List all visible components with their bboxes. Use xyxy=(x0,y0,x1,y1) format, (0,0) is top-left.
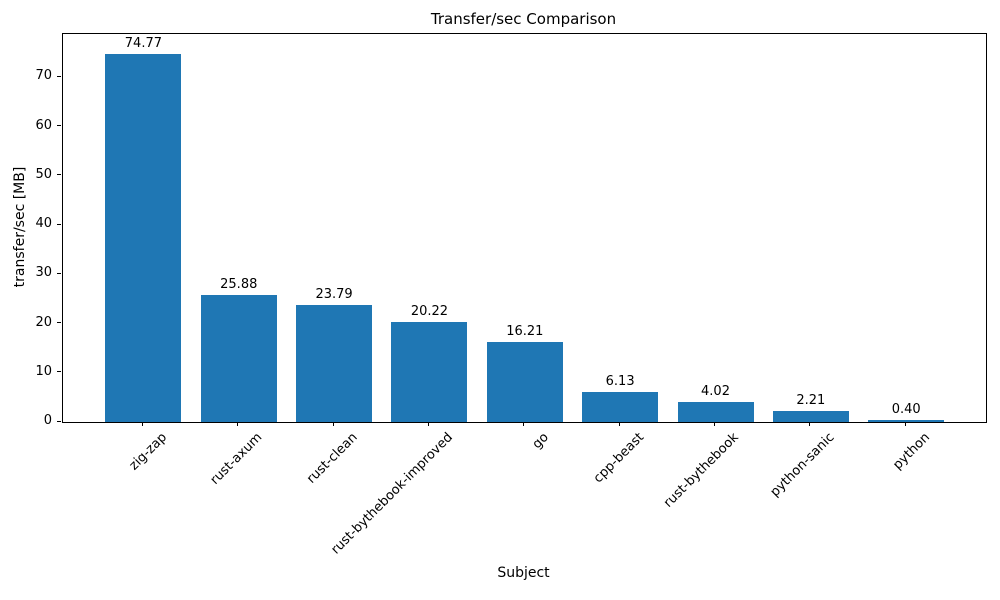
x-tick-mark xyxy=(809,422,811,426)
y-tick-mark xyxy=(57,174,61,176)
x-tick-mark xyxy=(237,422,239,426)
bar-rust-bythebook-improved xyxy=(391,322,468,422)
y-tick-mark xyxy=(57,223,61,225)
bar-rust-clean xyxy=(296,304,373,422)
y-tick-label: 40 xyxy=(35,216,52,232)
bar-value-label: 74.77 xyxy=(124,35,162,51)
y-tick-label: 60 xyxy=(35,117,52,133)
chart-title: Transfer/sec Comparison xyxy=(430,10,617,28)
x-tick-label: cpp-beast xyxy=(590,430,647,487)
bar-zig-zap xyxy=(105,53,182,422)
bar-value-label: 4.02 xyxy=(701,384,730,400)
x-tick-mark xyxy=(427,422,429,426)
bar-value-label: 20.22 xyxy=(410,304,449,320)
x-tick-mark xyxy=(904,422,906,426)
y-tick-label: 50 xyxy=(35,166,52,182)
x-tick-mark xyxy=(523,422,525,426)
y-tick-mark xyxy=(57,272,61,274)
bar-value-label: 23.79 xyxy=(315,286,353,302)
y-tick-label: 10 xyxy=(35,363,52,379)
bar-value-label: 6.13 xyxy=(605,373,635,389)
x-axis-label: Subject xyxy=(497,565,550,581)
x-tick-mark xyxy=(714,422,715,426)
bar-python xyxy=(868,420,945,422)
y-tick-label: 0 xyxy=(43,413,52,428)
bar-rust-bythebook xyxy=(677,402,754,422)
x-tick-mark xyxy=(332,422,334,426)
x-tick-label: zig-zap xyxy=(126,430,171,474)
x-tick-label: python-sanic xyxy=(767,430,838,500)
bar-value-label: 0.40 xyxy=(891,402,921,418)
bar-go xyxy=(486,342,563,422)
bar-value-label: 16.21 xyxy=(506,324,544,340)
bar-value-label: 2.21 xyxy=(796,393,826,409)
x-tick-label: rust-axum xyxy=(207,430,266,488)
x-tick-mark xyxy=(141,422,143,426)
y-tick-label: 70 xyxy=(35,68,52,84)
y-tick-mark xyxy=(57,125,61,127)
y-tick-mark xyxy=(57,75,61,77)
plot-area: 74.77 25.88 23.79 20.22 16.21 6.13 4.02 2.21 0.4… xyxy=(62,33,987,423)
y-tick-mark xyxy=(57,371,61,373)
bar-value-label: 25.88 xyxy=(220,276,258,292)
y-tick-label: 30 xyxy=(35,265,52,281)
bar-python-sanic xyxy=(772,411,849,422)
x-tick-label: go xyxy=(529,430,552,453)
x-tick-mark xyxy=(618,422,620,426)
bar-rust-axum xyxy=(200,294,277,422)
x-tick-label: rust-clean xyxy=(304,430,361,487)
y-tick-mark xyxy=(57,322,61,324)
x-tick-label: rust-bythebook xyxy=(661,430,743,511)
y-tick-label: 20 xyxy=(35,314,52,330)
y-tick-mark xyxy=(57,420,61,422)
bar-cpp-beast xyxy=(582,391,659,422)
x-tick-label: python xyxy=(890,430,933,473)
